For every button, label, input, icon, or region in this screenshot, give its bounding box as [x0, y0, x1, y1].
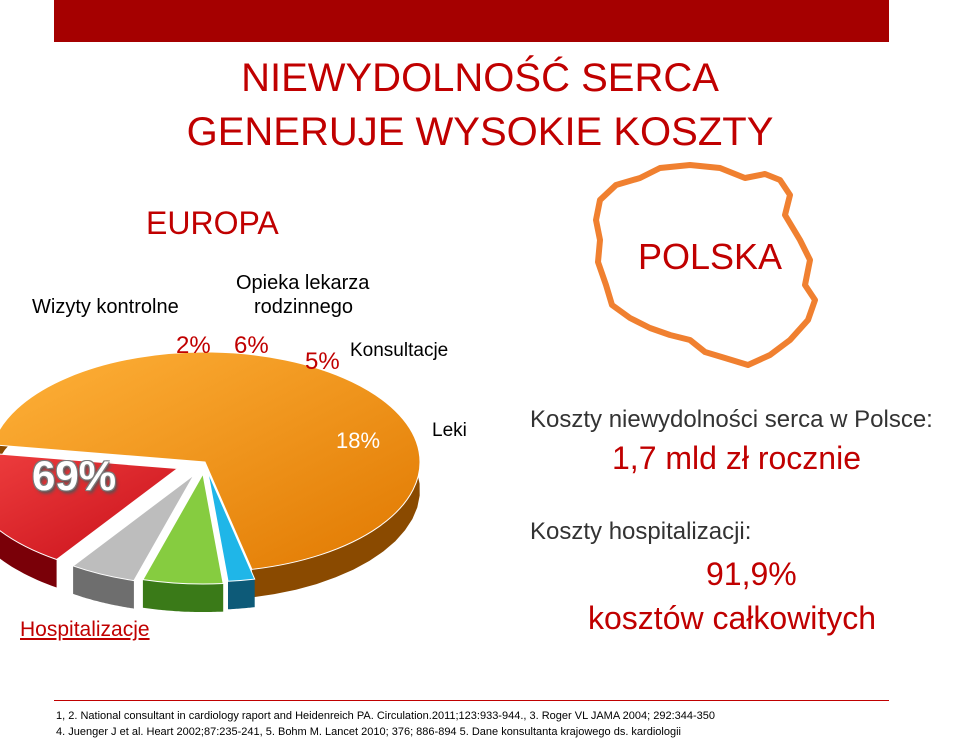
pie-slice-side-2 [142, 579, 224, 612]
poland-label: POLSKA [638, 236, 783, 277]
pie-slice-side-3 [73, 565, 134, 609]
separator-line [54, 700, 889, 701]
references-line2: 4. Juenger J et al. Heart 2002;87:235-24… [56, 726, 681, 738]
pct-hospitalizacje: 69% [32, 452, 117, 499]
page-title-line1: NIEWYDOLNOŚĆ SERCA [241, 56, 719, 100]
poland-hosp-label: Koszty hospitalizacji: [530, 518, 752, 545]
label-konsultacje: Konsultacje [350, 340, 449, 361]
top-banner [54, 0, 889, 42]
pie-slice-konsultacje [72, 474, 195, 582]
pct-wizyty: 2% [176, 332, 211, 359]
pie-slice-leki [0, 453, 179, 561]
europe-label: EUROPA [146, 205, 279, 241]
references-line1: 1, 2. National consultant in cardiology … [56, 710, 715, 722]
pie-slice-side-4 [0, 530, 57, 588]
poland-cost-label: Koszty niewydolności serca w Polsce: [530, 406, 933, 433]
label-hospitalizacje: Hospitalizacje [20, 618, 150, 641]
pct-konsultacje: 5% [305, 348, 340, 375]
pie-slice-hospitalizacje [0, 351, 421, 570]
pct-leki: 18% [336, 428, 381, 453]
poland-hosp-value2: kosztów całkowitych [588, 600, 877, 636]
page-title-line2: GENERUJE WYSOKIE KOSZTY [186, 110, 774, 154]
label-wizyty-kontrolne: Wizyty kontrolne [32, 296, 179, 318]
poland-hosp-value: 91,9% [706, 556, 797, 592]
pie-slice-opieka-lekarza-rodzinnego [142, 472, 224, 585]
pct-opieka: 6% [234, 332, 269, 359]
label-leki: Leki [432, 420, 467, 441]
pie-slice-side-1 [228, 579, 255, 610]
poland-cost-value: 1,7 mld zł rocznie [612, 440, 861, 476]
pie-slice-wizyty-kontrolne [207, 471, 256, 582]
label-opieka-line2: rodzinnego [254, 296, 353, 318]
label-opieka-line1: Opieka lekarza [236, 272, 370, 294]
poland-map-outline [593, 162, 818, 368]
